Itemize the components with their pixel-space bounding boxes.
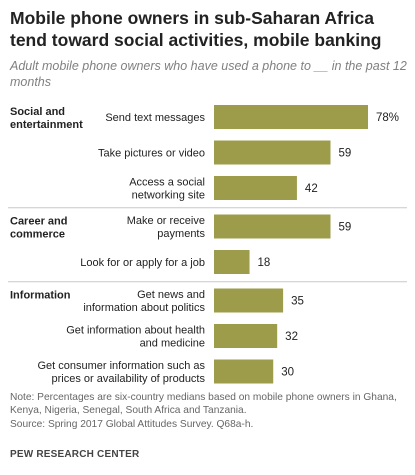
data-label: 18 [258,257,271,269]
data-label: 35 [291,296,304,308]
data-label: 42 [305,183,318,195]
category-label: Take pictures or video [98,148,205,160]
group-label: Career and commerce [10,216,67,241]
category-label: Look for or apply for a job [80,257,205,269]
bar [214,214,331,239]
chart-notes: Note: Percentages are six-country median… [10,391,408,431]
source-text: Source: Spring 2017 Global Attitudes Sur… [10,418,254,430]
group-label: Information [10,290,71,302]
bar [214,324,278,348]
note-text-line-2: Kenya, Nigeria, Senegal, South Africa an… [10,405,247,417]
data-label: 59 [338,148,351,160]
bar [214,288,284,313]
data-label: 30 [281,367,294,379]
group-label: Social and entertainment [10,106,83,131]
category-label: Make or receive payments [127,215,206,240]
category-label: Access a social networking site [129,177,205,202]
data-label: 32 [285,331,298,343]
chart-title: Mobile phone owners in sub-Saharan Afric… [10,8,382,50]
category-label: Get information about health and medicine [66,325,205,350]
bar [214,176,297,200]
category-label: Get consumer information such as prices o… [37,360,205,385]
bar [214,359,274,384]
bar [214,105,368,129]
chart-subtitle: Adult mobile phone owners who have used … [10,59,407,89]
data-label: 78% [376,112,399,124]
category-label: Get news and information about politics [83,289,205,314]
bar [214,250,250,274]
bar-chart: Send text messages 78% Take pictures or vi… [8,105,407,385]
bar [214,140,331,165]
data-label: 59 [338,222,351,234]
footer-brand: PEW RESEARCH CENTER [10,449,140,460]
category-label: Send text messages [105,112,205,124]
note-text-line-1: Note: Percentages are six-country median… [10,392,397,403]
